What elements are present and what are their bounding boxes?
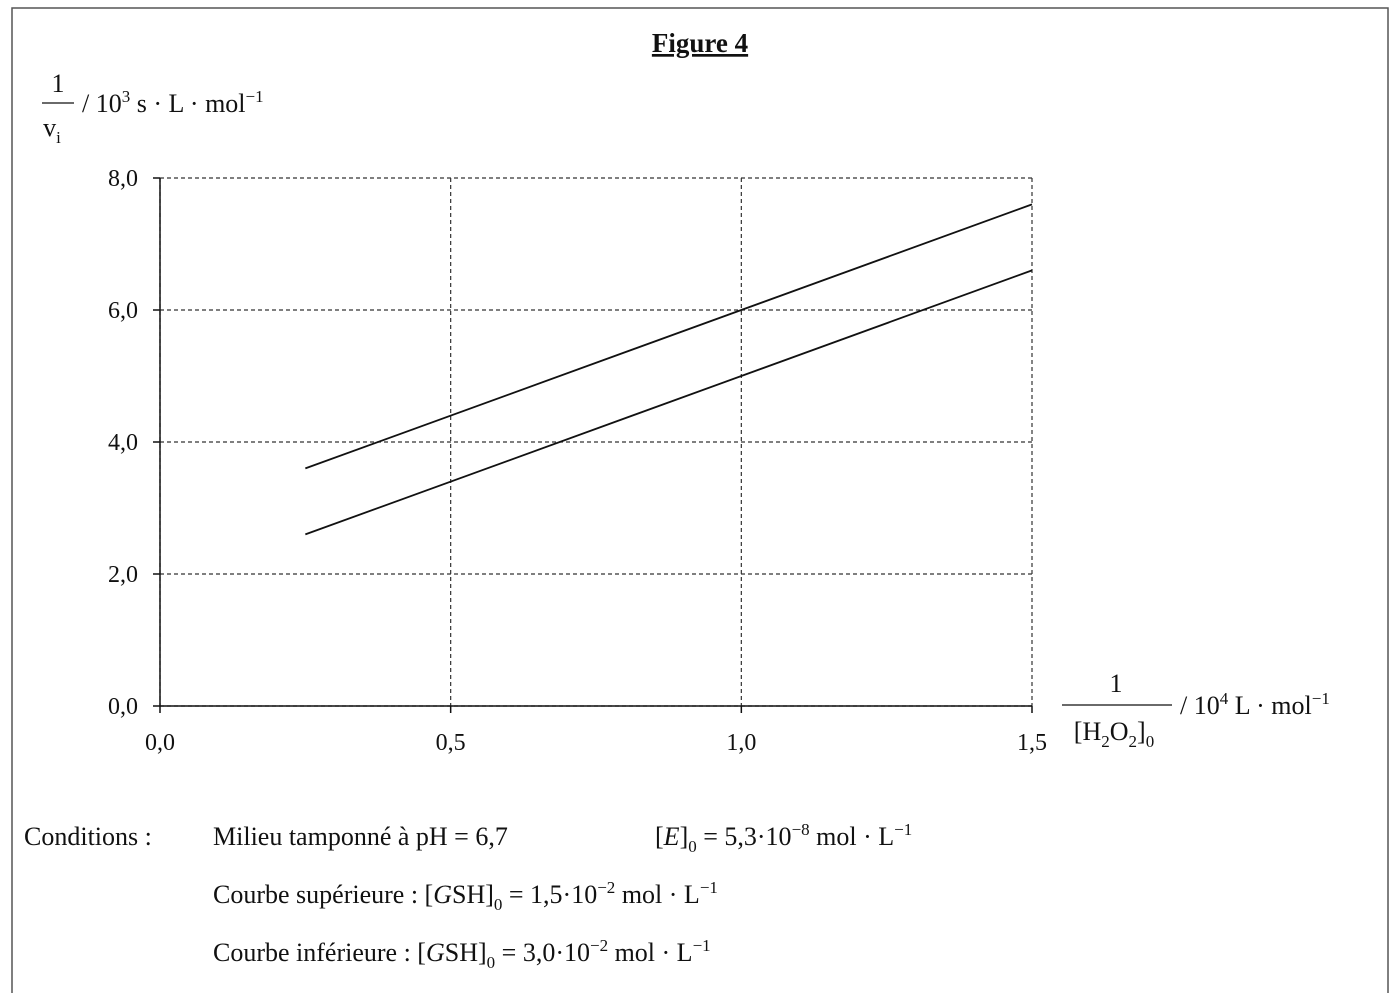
text-part: −2: [590, 936, 608, 955]
text-part: / 10: [82, 89, 122, 118]
frame: [11, 7, 1389, 993]
text-part: −8: [792, 820, 810, 839]
y-tick-label: 8,0: [108, 166, 138, 192]
text-part: 0: [688, 837, 697, 856]
text-part: −1: [1312, 689, 1330, 708]
text-part: v: [43, 113, 56, 142]
text-part: Courbe supérieure : [: [213, 880, 433, 909]
text-part: Milieu tamponné à pH = 6,7: [213, 822, 508, 851]
condition-text: [E]0 = 5,3·10−8 mol · L−1: [655, 820, 912, 856]
text-part: G: [426, 938, 445, 967]
text-part: mol · L: [608, 938, 693, 967]
text-part: SH]: [452, 880, 494, 909]
text-part: 0: [494, 895, 503, 914]
text-part: O: [1110, 717, 1129, 746]
condition-text: Courbe supérieure : [GSH]0 = 1,5·10−2 mo…: [213, 878, 718, 914]
text-part: G: [433, 880, 452, 909]
text-part: i: [56, 128, 61, 147]
text-part: 0: [1146, 732, 1155, 751]
text-part: [H: [1074, 717, 1102, 746]
text-part: / 10: [1180, 691, 1220, 720]
text-part: ]: [1137, 717, 1146, 746]
text-part: ]: [680, 822, 689, 851]
text-part: = 5,3·10: [697, 822, 792, 851]
y-label-num: 1: [52, 69, 65, 98]
text-part: −1: [693, 936, 711, 955]
data-line: [305, 269, 1033, 536]
condition-text: Milieu tamponné à pH = 6,7: [213, 822, 508, 851]
y-tick-label: 6,0: [108, 298, 138, 324]
y-tick-label: 0,0: [108, 694, 138, 720]
text-part: −1: [700, 878, 718, 897]
text-part: −1: [894, 820, 912, 839]
text-part: mol · L: [615, 880, 700, 909]
conditions-label: Conditions :: [24, 822, 152, 851]
condition-text: Courbe inférieure : [GSH]0 = 3,0·10−2 mo…: [213, 936, 711, 972]
y-label-den: vi: [43, 113, 61, 147]
x-tick-label: 1,0: [726, 730, 756, 756]
text-part: [: [655, 822, 664, 851]
text-part: 3: [122, 87, 131, 106]
y-tick-label: 4,0: [108, 430, 138, 456]
x-label-den: [H2O2]0: [1074, 717, 1154, 751]
text-part: s · L · mol: [130, 89, 245, 118]
text-part: −1: [246, 87, 264, 106]
text-part: 4: [1220, 689, 1229, 708]
text-part: = 1,5·10: [502, 880, 597, 909]
text-part: SH]: [445, 938, 487, 967]
x-tick-label: 1,5: [1017, 730, 1047, 756]
data-line: [305, 203, 1033, 470]
x-label-unit: / 104 L · mol−1: [1180, 689, 1330, 720]
y-label-unit: / 103 s · L · mol−1: [82, 87, 264, 118]
text-part: Courbe inférieure : [: [213, 938, 426, 967]
text-part: L · mol: [1228, 691, 1312, 720]
text-part: −2: [597, 878, 615, 897]
x-tick-label: 0,5: [436, 730, 466, 756]
text-part: mol · L: [810, 822, 895, 851]
chart-title: Figure 4: [652, 28, 748, 58]
text-part: E: [663, 822, 680, 851]
x-label-num: 1: [1110, 669, 1123, 698]
text-part: 2: [1101, 732, 1110, 751]
y-tick-label: 2,0: [108, 562, 138, 588]
x-tick-label: 0,0: [145, 730, 175, 756]
text-part: 0: [487, 953, 496, 972]
text-part: = 3,0·10: [495, 938, 590, 967]
text-part: 2: [1129, 732, 1138, 751]
